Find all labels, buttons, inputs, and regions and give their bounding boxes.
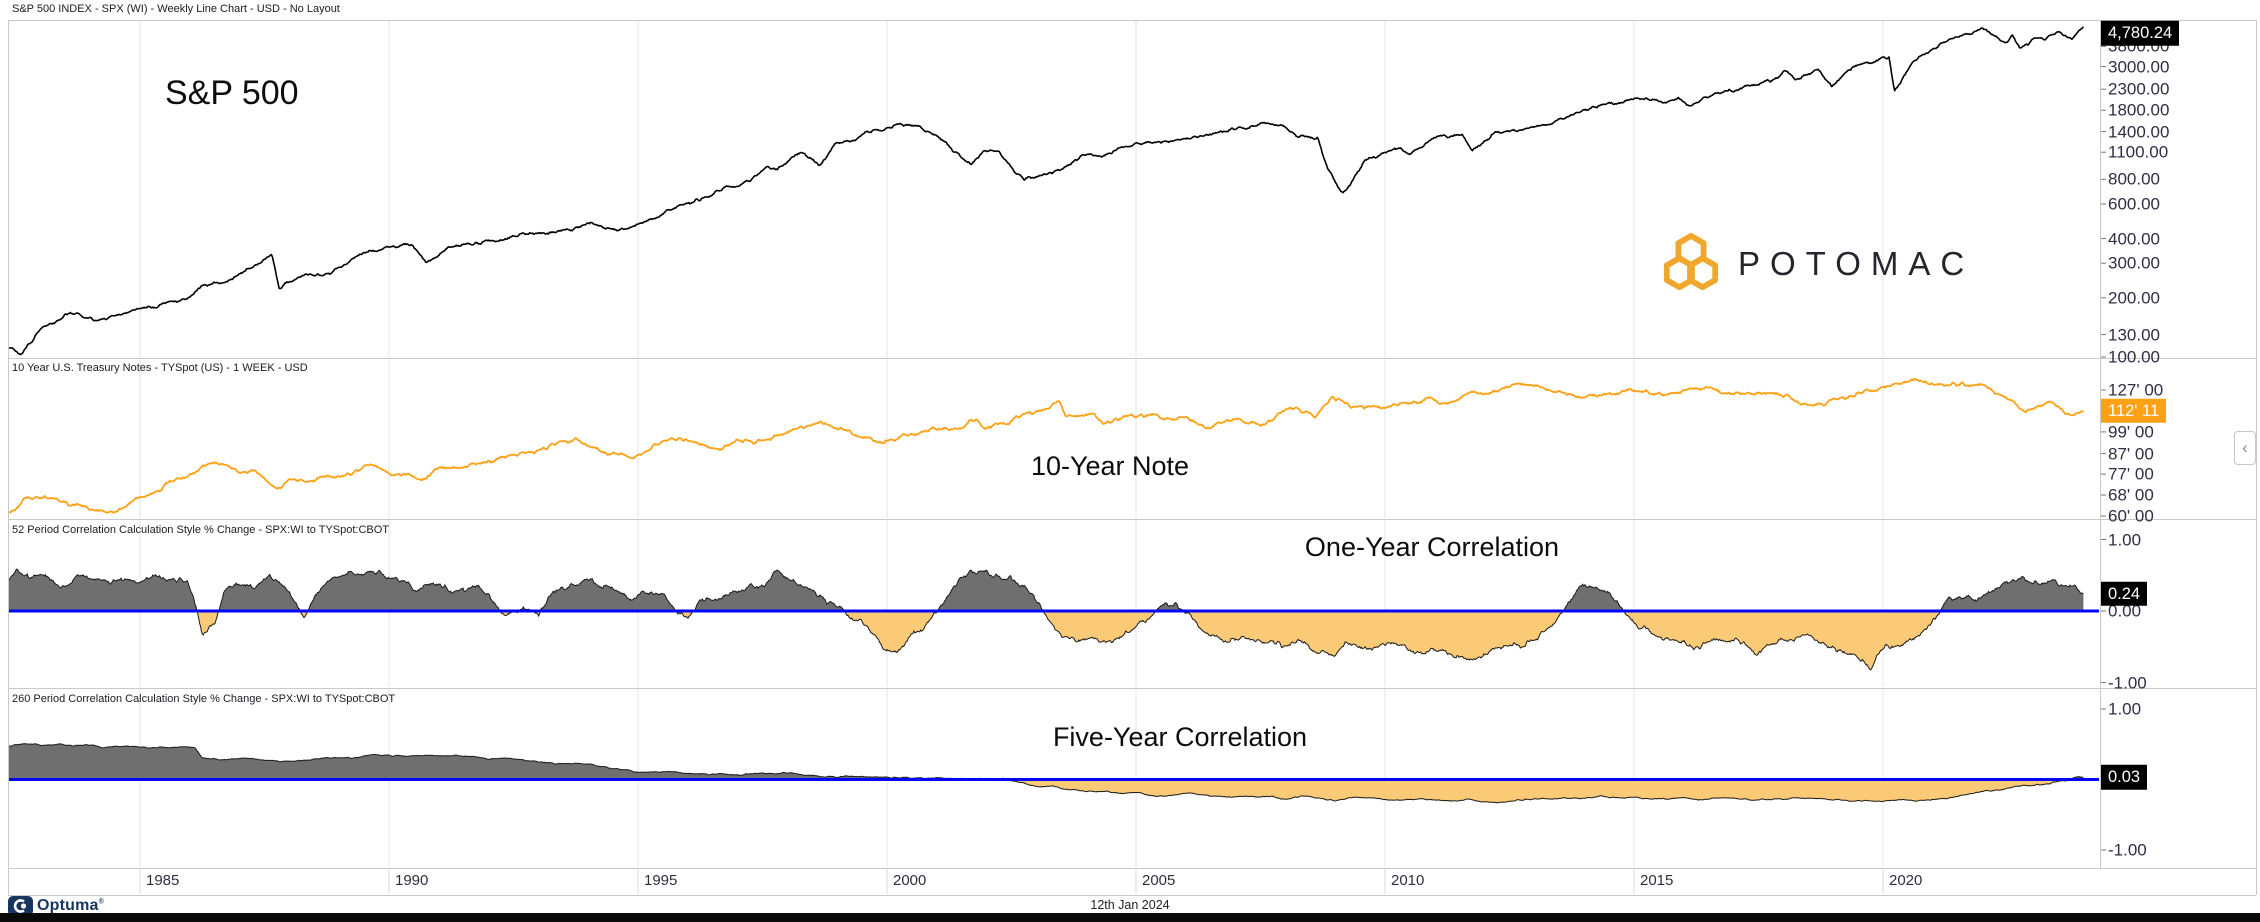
sp500-tick-label: 1400.00 bbox=[2108, 122, 2170, 142]
panel-title-corr5y: 260 Period Correlation Calculation Style… bbox=[12, 693, 396, 705]
window-title: S&P 500 INDEX - SPX (WI) - Weekly Line C… bbox=[12, 3, 340, 15]
frame-bottom-border bbox=[8, 895, 2256, 896]
panel-title-corr1y: 52 Period Correlation Calculation Style … bbox=[12, 524, 390, 536]
sp500-tick-label: 1100.00 bbox=[2108, 142, 2169, 162]
corr1y-price-badge: 0.24 bbox=[2101, 581, 2148, 607]
time-axis-label: 1990 bbox=[395, 872, 429, 889]
corr5y-chart-area[interactable] bbox=[9, 689, 2099, 867]
sp500-tick-label: 200.00 bbox=[2108, 288, 2160, 308]
optuma-logo-icon bbox=[8, 896, 33, 916]
frame-top-border bbox=[8, 20, 2256, 21]
corr5y-price-badge: 0.03 bbox=[2101, 765, 2148, 790]
sp500-tick-label: 2300.00 bbox=[2108, 79, 2170, 99]
time-axis-label: 1995 bbox=[644, 872, 678, 889]
corr1y-tick-label: -1.00 bbox=[2108, 673, 2147, 692]
sp500-tick-label: 800.00 bbox=[2108, 169, 2160, 189]
optuma-wordmark: Optuma® bbox=[37, 897, 105, 914]
panel-divider-2 bbox=[8, 519, 2256, 520]
sp500-tick-label: 3000.00 bbox=[2108, 57, 2170, 77]
sp500-tick-label: 100.00 bbox=[2108, 347, 2160, 367]
panel-divider-1 bbox=[8, 358, 2256, 359]
corr5y-chart-label: Five-Year Correlation bbox=[1052, 722, 1308, 752]
sp500-chart-label: S&P 500 bbox=[165, 74, 299, 112]
footer-date: 12th Jan 2024 bbox=[1090, 898, 1170, 912]
sp500-price-badge: 4,780.24 bbox=[2101, 20, 2180, 46]
note10y-tick-label: 60' 00 bbox=[2108, 506, 2154, 526]
potomac-hexagons-icon bbox=[1663, 233, 1719, 291]
corr5y-tick-label: -1.00 bbox=[2108, 840, 2147, 860]
note10y-price-badge: 112' 11 bbox=[2101, 398, 2167, 423]
sp500-tick-label: 400.00 bbox=[2108, 229, 2160, 249]
sp500-tick-label: 130.00 bbox=[2108, 325, 2160, 345]
time-axis-label: 1985 bbox=[146, 872, 180, 889]
sp500-tick-label: 300.00 bbox=[2108, 253, 2160, 273]
time-axis-label: 2015 bbox=[1640, 872, 1674, 889]
corr1y-chart-area[interactable] bbox=[9, 520, 2099, 687]
optuma-trademark: ® bbox=[98, 898, 105, 906]
time-axis-top-border bbox=[8, 868, 2256, 869]
time-axis-label: 2020 bbox=[1889, 872, 1923, 889]
price-axis-separator bbox=[2100, 20, 2101, 868]
optuma-logo: Optuma® bbox=[8, 896, 104, 916]
note10y-tick-label: 99' 00 bbox=[2108, 422, 2154, 442]
note10y-tick-label: 68' 00 bbox=[2108, 485, 2154, 505]
potomac-wordmark: POTOMAC bbox=[1738, 245, 1975, 282]
panel-divider-3 bbox=[8, 688, 2256, 689]
corr1y-tick-label: 1.00 bbox=[2108, 530, 2142, 549]
corr5y-tick-label: 1.00 bbox=[2108, 699, 2142, 719]
note10y-tick-label: 77' 00 bbox=[2108, 464, 2154, 484]
time-axis-label: 2005 bbox=[1142, 872, 1176, 889]
corr1y-tick-label: 0.00 bbox=[2108, 601, 2142, 621]
note10y-chart-label: 10-Year Note bbox=[1030, 451, 1190, 481]
time-axis-label: 2010 bbox=[1391, 872, 1425, 889]
frame-right-border bbox=[2256, 20, 2257, 895]
footer-black-bar bbox=[0, 913, 2260, 922]
frame-left-border bbox=[8, 20, 9, 895]
note10y-chart-area[interactable] bbox=[9, 359, 2099, 518]
note10y-tick-label: 127' 00 bbox=[2108, 380, 2164, 400]
collapse-axis-chevron-icon[interactable]: ‹ bbox=[2234, 431, 2256, 465]
note10y-tick-label: 87' 00 bbox=[2108, 444, 2154, 464]
sp500-tick-label: 1800.00 bbox=[2108, 100, 2170, 120]
sp500-tick-label: 600.00 bbox=[2108, 194, 2160, 214]
sp500-chart-area[interactable] bbox=[9, 21, 2099, 357]
potomac-logo: POTOMAC bbox=[1660, 233, 1974, 295]
corr1y-chart-label: One-Year Correlation bbox=[1304, 532, 1560, 562]
time-axis-label: 2000 bbox=[893, 872, 927, 889]
panel-title-note10y: 10 Year U.S. Treasury Notes - TYSpot (US… bbox=[12, 362, 308, 374]
